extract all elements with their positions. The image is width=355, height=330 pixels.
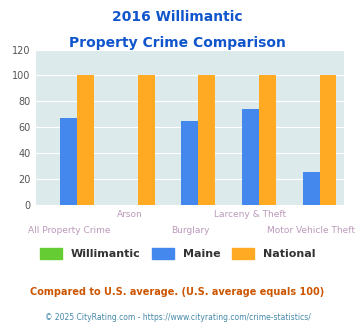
Text: Motor Vehicle Theft: Motor Vehicle Theft [267, 226, 355, 235]
Bar [302, 172, 320, 205]
Bar [181, 120, 198, 205]
Bar [320, 75, 337, 205]
Text: Larceny & Theft: Larceny & Theft [214, 210, 286, 218]
Text: 2016 Willimantic: 2016 Willimantic [112, 10, 243, 24]
Bar [198, 75, 215, 205]
Text: Property Crime Comparison: Property Crime Comparison [69, 36, 286, 50]
Bar [60, 118, 77, 205]
Bar [138, 75, 155, 205]
Text: All Property Crime: All Property Crime [28, 226, 110, 235]
Text: Compared to U.S. average. (U.S. average equals 100): Compared to U.S. average. (U.S. average … [31, 287, 324, 297]
Bar [77, 75, 94, 205]
Text: © 2025 CityRating.com - https://www.cityrating.com/crime-statistics/: © 2025 CityRating.com - https://www.city… [45, 314, 310, 322]
Legend: Willimantic, Maine, National: Willimantic, Maine, National [36, 243, 320, 263]
Text: Burglary: Burglary [171, 226, 209, 235]
Text: Arson: Arson [116, 210, 142, 218]
Bar [242, 109, 259, 205]
Bar [259, 75, 276, 205]
